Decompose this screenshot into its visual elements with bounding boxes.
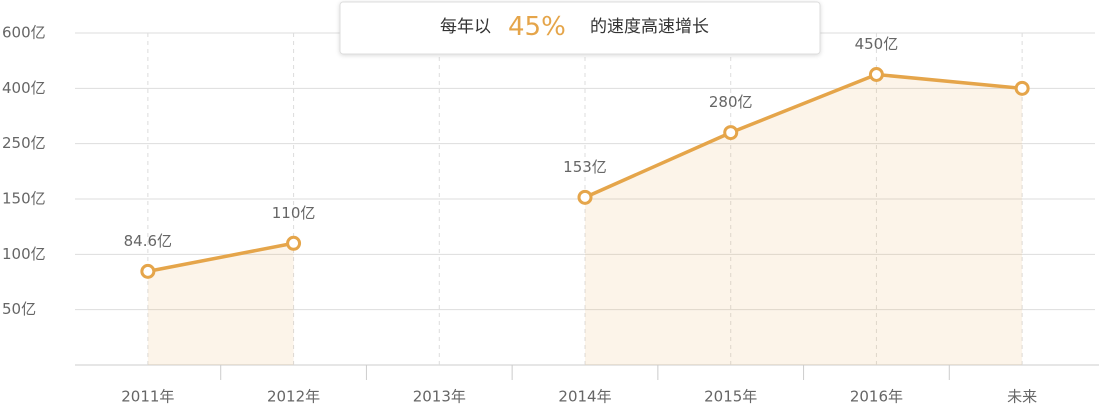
y-tick-label: 50亿 — [2, 300, 36, 318]
y-tick-label: 150亿 — [2, 190, 46, 208]
callout: 每年以 45% 的速度高速增长 — [339, 1, 821, 55]
area — [147, 243, 294, 365]
point — [577, 189, 593, 205]
callout-box — [339, 1, 821, 55]
plot-area: 50亿 100亿 150亿 250亿 400亿 600亿 2011年 2012年 2013年 20… — [2, 24, 1099, 406]
data-label: 153亿 — [563, 158, 607, 176]
y-tick-label: 100亿 — [2, 245, 46, 263]
callout-highlight: 45% — [508, 12, 566, 42]
y-tick-label: 600亿 — [2, 24, 46, 42]
line — [147, 241, 294, 274]
data-label: 280亿 — [709, 93, 753, 111]
callout-text: 每年以 45% 的速度高速增长 — [440, 12, 709, 42]
y-tick-label: 250亿 — [2, 134, 46, 152]
x-tick-label: 2013年 — [413, 388, 466, 406]
x-tick-label: 2012年 — [267, 388, 320, 406]
point — [723, 125, 739, 141]
x-tick-label: 2014年 — [558, 388, 611, 406]
callout-before: 每年以 — [440, 17, 491, 37]
x-tick-label: 2016年 — [850, 388, 903, 406]
point — [286, 235, 302, 251]
callout-after: 的速度高速增长 — [590, 17, 709, 37]
line — [584, 72, 1023, 199]
area — [585, 74, 1023, 365]
data-label: 84.6亿 — [124, 232, 172, 250]
x-tick-label: 2011年 — [121, 388, 174, 406]
point — [868, 67, 884, 82]
data-label: 110亿 — [272, 204, 316, 222]
x-tick-label: 2015年 — [704, 388, 757, 406]
y-tick-label: 400亿 — [2, 79, 46, 97]
point — [1014, 80, 1030, 96]
point — [140, 263, 156, 279]
data-label: 450亿 — [855, 35, 899, 53]
x-tick-label: 未来 — [1007, 388, 1037, 406]
